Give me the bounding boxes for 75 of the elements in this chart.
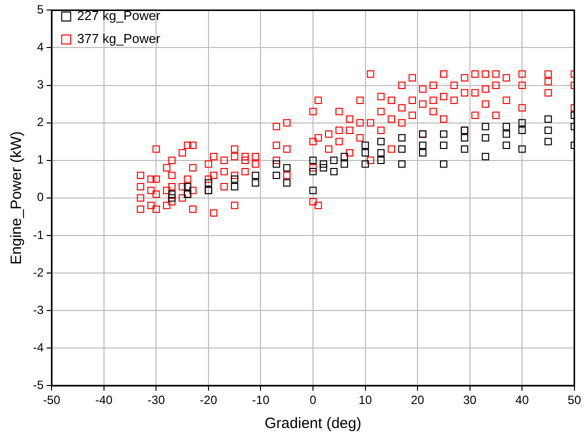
x-tick-label: -10 [252, 393, 270, 408]
y-tick-label: -2 [33, 265, 44, 280]
x-tick-label: -40 [95, 393, 113, 408]
x-tick-label: 0 [310, 393, 317, 408]
point [309, 168, 317, 176]
point [283, 179, 291, 187]
point [518, 145, 526, 153]
point [272, 172, 280, 180]
point [330, 168, 338, 176]
point [518, 126, 526, 134]
point [502, 142, 510, 150]
x-axis-title: Gradient (deg) [264, 415, 362, 432]
point [419, 142, 426, 150]
point [502, 122, 510, 130]
point [460, 145, 468, 153]
y-tick-label: 2 [36, 115, 44, 130]
x-tick-label: 40 [515, 393, 530, 408]
x-tick-label: 30 [463, 393, 477, 408]
point [168, 194, 176, 202]
point [230, 175, 238, 183]
y-axis-title: Engine_Power (kW) [8, 131, 26, 265]
x-tick-label: 50 [568, 393, 582, 408]
point [419, 149, 426, 157]
point [398, 160, 406, 168]
y-tick-label: -1 [33, 228, 44, 242]
y-tick-label: 1 [36, 152, 44, 167]
point [272, 160, 280, 168]
point [309, 156, 317, 164]
point [320, 164, 328, 172]
point [544, 115, 552, 123]
point [362, 149, 369, 157]
point [502, 130, 510, 138]
y-tick-label: 5 [36, 2, 44, 17]
point [309, 186, 317, 194]
point [168, 190, 176, 198]
point [398, 145, 406, 153]
y-tick-label: 4 [36, 40, 44, 54]
point [440, 160, 448, 168]
x-tick-label: -50 [43, 393, 61, 408]
point [252, 172, 260, 180]
y-tick-label: -5 [33, 378, 44, 392]
point [320, 160, 328, 168]
x-tick-label: -30 [148, 393, 166, 408]
point [230, 182, 238, 190]
point [518, 119, 526, 126]
x-tick-label: 20 [410, 393, 425, 408]
x-tick-label: -20 [200, 393, 218, 408]
point [482, 134, 490, 142]
point [283, 164, 291, 172]
point [204, 179, 212, 187]
point [362, 160, 369, 168]
point [377, 138, 385, 146]
legend-label: 377 kg_Power [77, 31, 161, 46]
point [340, 160, 348, 168]
point [482, 152, 490, 160]
point [184, 182, 192, 190]
x-tick-label: 10 [358, 393, 372, 408]
y-tick-label: -3 [33, 302, 44, 317]
point [398, 134, 406, 142]
point [440, 130, 448, 138]
point [460, 134, 468, 142]
point [377, 156, 385, 164]
point [544, 126, 552, 134]
point [330, 156, 338, 164]
point [362, 142, 369, 150]
y-tick-label: -4 [33, 340, 44, 354]
point [544, 138, 552, 146]
point [340, 152, 348, 160]
point [482, 122, 490, 130]
point [252, 179, 260, 187]
point [377, 149, 385, 157]
legend-label: 227 kg_Power [77, 8, 161, 24]
point [440, 142, 448, 150]
y-tick-label: 3 [36, 78, 44, 92]
y-tick-label: 0 [36, 190, 44, 204]
